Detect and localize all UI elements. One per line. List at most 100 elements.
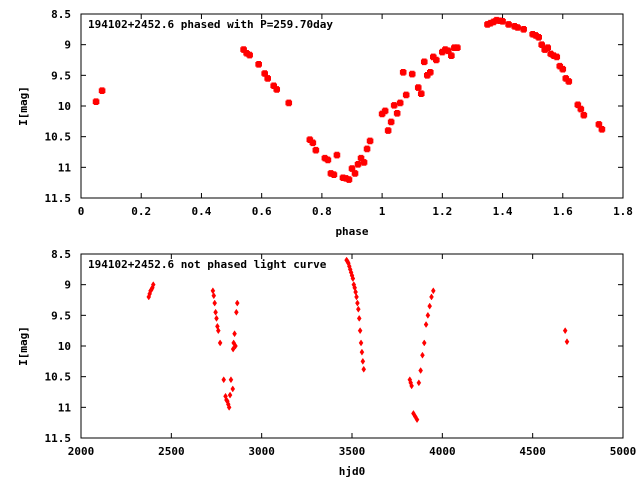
bottom-data-point	[228, 376, 234, 384]
top-y-tick-label: 9	[64, 39, 71, 52]
top-data-point	[448, 52, 455, 60]
bottom-data-point	[423, 321, 429, 328]
top-data-point	[417, 90, 425, 98]
top-data-point	[324, 156, 332, 164]
bottom-data-point	[227, 391, 233, 399]
bottom-data-point	[356, 314, 362, 322]
top-data-point	[426, 68, 434, 76]
bottom-data-point	[564, 338, 570, 346]
top-y-tick-label: 11	[58, 161, 72, 174]
bottom-y-tick-label: 8.5	[51, 248, 71, 261]
bottom-x-tick-label: 4500	[519, 445, 546, 458]
bottom-data-point	[361, 365, 367, 373]
bottom-y-tick-label: 9.5	[51, 309, 71, 322]
top-data-point	[255, 60, 262, 68]
top-data-point	[354, 160, 362, 168]
bottom-y-tick-label: 11.5	[45, 432, 72, 445]
top-y-tick-label: 8.5	[51, 8, 71, 21]
top-data-point	[309, 139, 317, 147]
bottom-data-point	[421, 339, 427, 347]
bottom-y-tick-label: 10	[58, 340, 71, 353]
top-data-point	[553, 53, 561, 61]
top-x-tick-label: 1.6	[553, 205, 573, 218]
bottom-data-point	[226, 403, 232, 411]
bottom-plot-frame	[80, 253, 624, 439]
top-data-point	[420, 58, 428, 66]
bottom-x-tick-label: 2500	[158, 445, 185, 458]
top-data-point	[92, 98, 100, 106]
bottom-data-point	[427, 302, 432, 310]
top-data-point	[408, 70, 416, 78]
bottom-data-point	[418, 367, 423, 374]
top-data-point	[285, 99, 293, 107]
bottom-data-point	[150, 281, 156, 289]
bottom-data-point	[416, 379, 422, 387]
top-data-point	[505, 21, 512, 28]
top-data-point	[387, 118, 395, 126]
top-data-point	[273, 86, 281, 93]
bottom-x-tick-label: 3000	[248, 445, 275, 458]
top-data-point	[390, 102, 398, 109]
bottom-data-point	[216, 327, 221, 335]
bottom-data-point	[409, 382, 414, 390]
top-data-point	[514, 24, 521, 31]
top-data-point	[544, 44, 552, 52]
top-data-point	[559, 65, 567, 73]
top-data-point	[433, 56, 440, 64]
bottom-data-point	[234, 299, 240, 307]
top-data-point	[312, 146, 320, 154]
top-data-point	[246, 51, 253, 59]
top-x-tick-label: 1.8	[613, 205, 633, 218]
bottom-x-tick-label: 4000	[429, 445, 456, 458]
bottom-data-point	[233, 342, 238, 350]
top-data-point	[399, 68, 407, 76]
top-x-tick-label: 1	[379, 205, 386, 218]
top-data-point	[414, 84, 422, 91]
bottom-data-point	[355, 299, 360, 307]
bottom-data-point	[425, 311, 431, 319]
bottom-data-point	[211, 292, 217, 300]
bottom-data-point	[357, 327, 363, 335]
top-x-tick-label: 1.2	[432, 205, 452, 218]
bottom-data-point	[214, 314, 219, 322]
top-data-point	[580, 111, 588, 119]
bottom-data-point	[234, 308, 239, 316]
top-y-tick-label: 10.5	[45, 131, 72, 144]
top-data-point	[535, 34, 542, 41]
bottom-data-point	[358, 339, 364, 347]
top-y-tick-label: 10	[58, 100, 71, 113]
bottom-data-point	[230, 385, 236, 393]
bottom-data-point	[359, 348, 365, 356]
top-plot-title: 194102+2452.6 phased with P=259.70day	[88, 18, 333, 31]
top-y-tick-label: 11.5	[45, 192, 72, 205]
top-y-axis-label: I[mag]	[17, 86, 30, 126]
bottom-x-axis-label: hjd0	[339, 465, 366, 478]
bottom-data-point	[429, 293, 434, 301]
bottom-data-point	[212, 299, 217, 307]
bottom-x-tick-label: 3500	[339, 445, 366, 458]
top-data-point	[360, 159, 368, 166]
top-data-point	[264, 75, 271, 82]
bottom-data-point	[232, 330, 237, 338]
bottom-data-point	[221, 376, 227, 384]
top-data-point	[393, 110, 401, 117]
top-x-tick-label: 0.8	[312, 205, 332, 218]
bottom-y-tick-label: 10.5	[45, 371, 72, 384]
bottom-data-point	[562, 327, 568, 335]
bottom-x-tick-label: 2000	[68, 445, 95, 458]
top-x-tick-label: 0	[78, 205, 85, 218]
bottom-data-point	[210, 287, 216, 295]
top-data-point	[98, 87, 106, 94]
bottom-data-point	[420, 351, 425, 359]
bottom-x-tick-label: 5000	[610, 445, 637, 458]
top-data-point	[520, 26, 527, 33]
top-x-tick-label: 0.6	[252, 205, 272, 218]
top-data-point	[381, 107, 389, 115]
top-x-tick-label: 0.2	[131, 205, 151, 218]
bottom-data-point	[354, 293, 359, 301]
top-x-tick-label: 0.4	[192, 205, 212, 218]
bottom-data-point	[230, 345, 236, 353]
bottom-y-axis-label: I[mag]	[17, 326, 30, 366]
bottom-data-point	[360, 357, 366, 365]
